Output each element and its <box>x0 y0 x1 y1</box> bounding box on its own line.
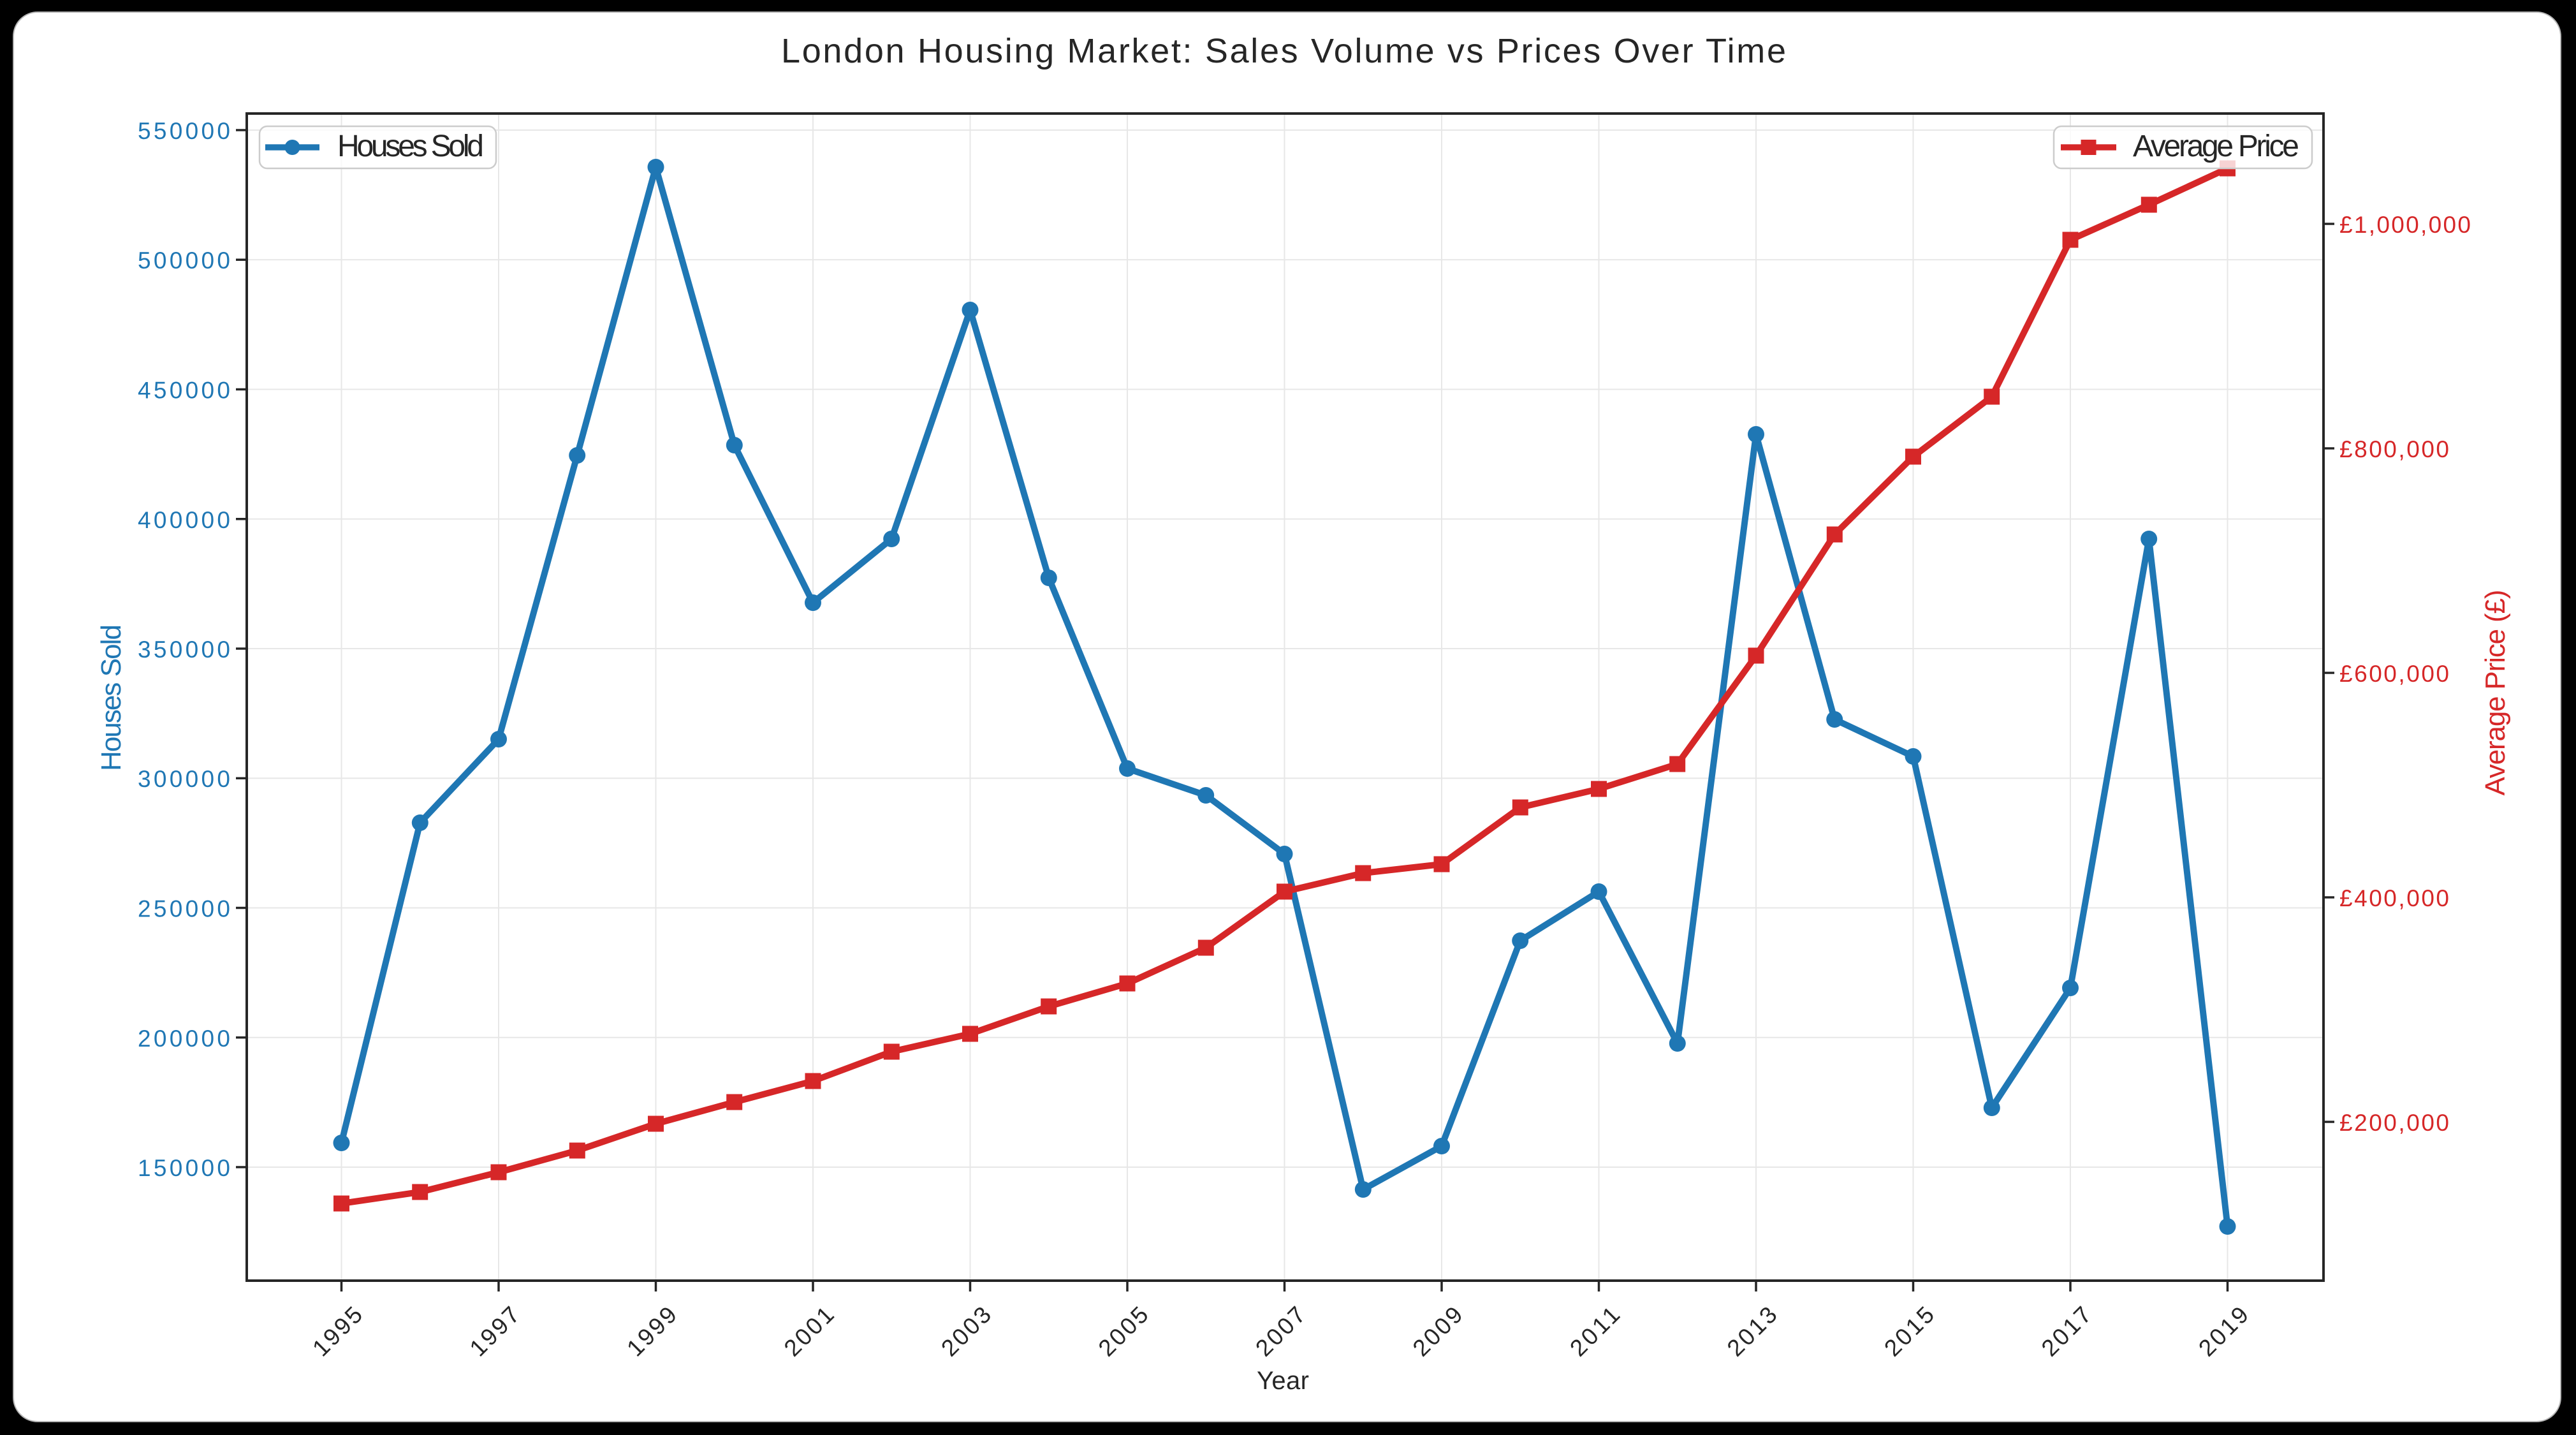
svg-text:Average Price: Average Price <box>2133 129 2299 163</box>
svg-text:£800,000: £800,000 <box>2339 436 2449 462</box>
svg-text:Houses Sold: Houses Sold <box>337 129 484 163</box>
svg-text:Houses Sold: Houses Sold <box>96 624 127 771</box>
svg-text:Year: Year <box>1257 1367 1309 1395</box>
svg-text:London Housing Market: Sales V: London Housing Market: Sales Volume vs P… <box>781 32 1786 70</box>
svg-text:£200,000: £200,000 <box>2339 1110 2449 1136</box>
svg-text:£600,000: £600,000 <box>2339 661 2449 687</box>
svg-text:£400,000: £400,000 <box>2339 885 2449 911</box>
svg-text:Average Price (£): Average Price (£) <box>2480 590 2511 796</box>
